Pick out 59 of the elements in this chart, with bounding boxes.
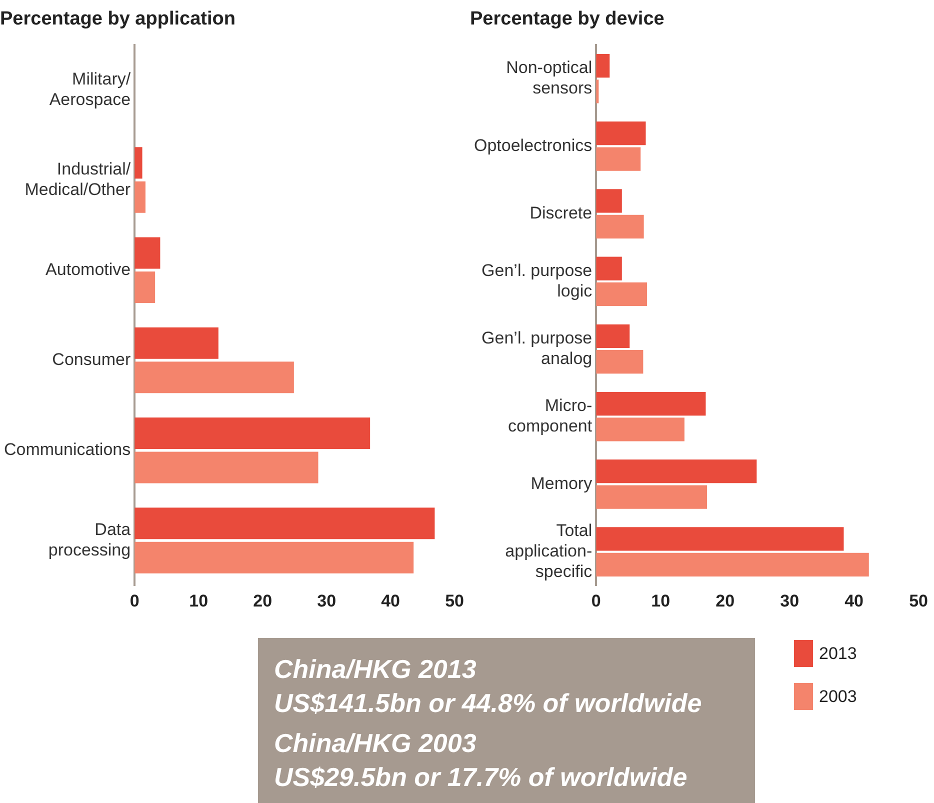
x-tick-label: 40 — [844, 591, 864, 610]
bar — [596, 54, 610, 78]
x-tick-label: 0 — [591, 591, 601, 610]
bar — [134, 508, 435, 540]
legend-label: 2003 — [819, 686, 857, 706]
bar — [596, 418, 684, 442]
bar — [134, 452, 318, 484]
bar — [134, 147, 142, 179]
x-tick-label: 50 — [445, 591, 464, 610]
x-tick-label: 20 — [253, 591, 272, 610]
y-tick-label: Optoelectronics — [474, 136, 592, 155]
y-tick-label: Memory — [530, 474, 593, 493]
x-tick-label: 10 — [189, 591, 208, 610]
bar — [134, 327, 218, 359]
bar — [134, 272, 156, 304]
bar — [134, 237, 160, 269]
bar — [596, 122, 646, 146]
text: US$29.5bn or 17.7% of worldwide — [274, 761, 688, 794]
chart-title: Percentage by device — [470, 8, 664, 30]
y-tick-label: Gen’l. purpose analog — [482, 328, 592, 368]
bar — [134, 362, 294, 394]
bar — [596, 189, 622, 213]
bar — [596, 460, 757, 484]
x-tick-label: 50 — [909, 591, 928, 610]
x-tick-label: 30 — [780, 591, 800, 610]
text: China/HKG 2013 — [274, 653, 478, 686]
y-tick-label: Military/ Aerospace — [49, 69, 131, 109]
y-tick-label: Gen’l. purpose logic — [482, 260, 593, 300]
bar — [134, 542, 414, 574]
bar — [596, 324, 630, 348]
x-tick-label: 10 — [651, 591, 670, 610]
text: US$141.5bn or 44.8% of worldwide — [274, 687, 703, 720]
y-tick-label: Discrete — [530, 203, 592, 222]
bar — [596, 485, 708, 509]
bar — [596, 256, 622, 280]
bar — [596, 214, 644, 238]
bar — [596, 527, 844, 551]
x-tick-label: 30 — [317, 591, 336, 610]
bar — [596, 350, 644, 374]
bar — [596, 552, 869, 576]
y-tick-label: Micro- component — [508, 396, 592, 436]
bar — [596, 392, 706, 416]
y-tick-label: Consumer — [52, 350, 131, 369]
chart-title: Percentage by application — [0, 8, 236, 30]
y-tick-label: Industrial/ Medical/Other — [24, 159, 131, 199]
y-tick-label: Total application- specific — [505, 521, 593, 581]
y-tick-label: Non-optical sensors — [506, 58, 592, 98]
x-tick-label: 40 — [381, 591, 400, 610]
x-tick-label: 20 — [716, 591, 735, 610]
text: China/HKG 2003 — [274, 727, 478, 760]
legend-label: 2013 — [819, 644, 857, 664]
x-tick-label: 0 — [130, 591, 140, 610]
y-tick-label: Data processing — [48, 520, 132, 560]
bar — [596, 147, 641, 171]
bar — [134, 181, 146, 213]
bar — [134, 418, 370, 450]
y-tick-label: Communications — [4, 440, 131, 460]
y-tick-label: Automotive — [46, 260, 131, 279]
bar — [596, 282, 648, 306]
